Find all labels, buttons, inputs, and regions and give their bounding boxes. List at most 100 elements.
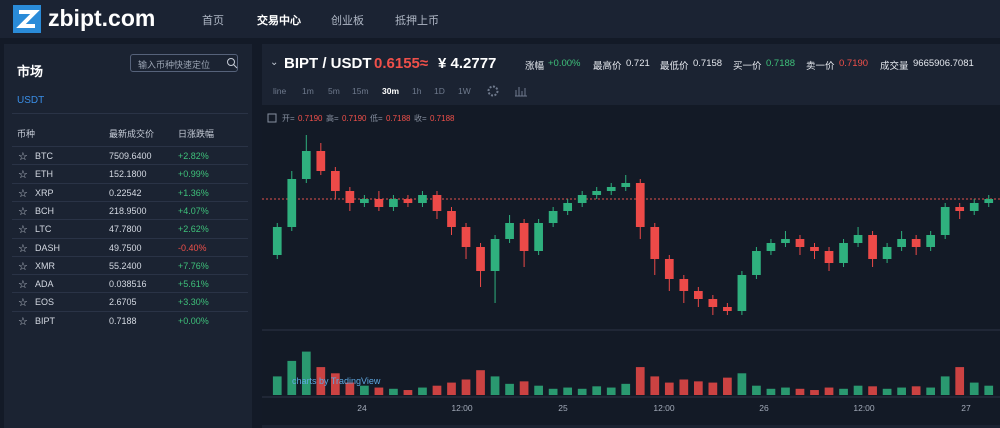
interval[interactable]: 1m <box>302 86 314 96</box>
volume-bar <box>882 388 892 395</box>
coin-name[interactable]: EOS <box>35 297 55 308</box>
coin-name[interactable]: XMR <box>35 260 55 271</box>
coin-price: 0.22542 <box>109 187 142 198</box>
column-header: 币种 <box>17 129 36 139</box>
interval[interactable]: 1h <box>412 86 422 96</box>
coin-name[interactable]: ADA <box>35 279 54 290</box>
volume-bar <box>374 387 384 395</box>
favorite-star[interactable]: ☆ <box>18 279 28 292</box>
volume-bar <box>752 385 761 395</box>
interval[interactable]: 1D <box>434 86 445 96</box>
row-divider <box>12 219 248 221</box>
volume-bar <box>635 367 645 395</box>
stat-value: 0.7190 <box>839 58 869 69</box>
favorite-star[interactable]: ☆ <box>18 187 28 200</box>
coin-name[interactable]: DASH <box>35 242 61 253</box>
favorite-star[interactable]: ☆ <box>18 205 28 218</box>
favorite-star[interactable]: ☆ <box>18 169 28 182</box>
candle-body <box>490 239 500 271</box>
time-label: 25 <box>558 403 568 413</box>
coin-name[interactable]: BCH <box>35 205 55 216</box>
candle-body <box>461 227 471 247</box>
interval[interactable]: 1W <box>458 86 471 96</box>
candle-body <box>374 199 384 207</box>
stat-label: 卖一价 <box>806 61 835 72</box>
market-panel <box>4 44 252 428</box>
volume-bar <box>563 387 573 395</box>
nav-item[interactable]: 创业板 <box>331 15 364 27</box>
favorite-star[interactable]: ☆ <box>18 260 28 273</box>
collapse-arrow[interactable]: ⌄ <box>270 57 279 68</box>
favorite-star[interactable]: ☆ <box>18 315 28 328</box>
candle-body <box>766 243 776 251</box>
coin-name[interactable]: LTC <box>35 224 52 235</box>
stat-value: 9665906.7081 <box>913 58 974 69</box>
row-divider <box>12 164 248 166</box>
favorite-star[interactable]: ☆ <box>18 242 28 255</box>
volume-bar <box>461 379 471 395</box>
favorite-star[interactable]: ☆ <box>18 224 28 237</box>
volume-bar <box>824 387 834 395</box>
coin-change: +3.30% <box>178 297 209 308</box>
market-tab[interactable]: USDT <box>17 95 45 106</box>
interval[interactable]: 15m <box>352 86 369 96</box>
legend-key: 收= <box>414 113 427 123</box>
volume-bar <box>432 385 442 395</box>
coin-name[interactable]: ETH <box>35 169 53 180</box>
candle-body <box>723 307 732 311</box>
volume-bar <box>403 390 413 395</box>
volume-bar <box>272 376 282 395</box>
interval[interactable]: line <box>273 86 287 96</box>
coin-name[interactable]: BIPT <box>35 315 56 326</box>
coin-name[interactable]: BTC <box>35 151 53 161</box>
logo[interactable]: zbipt.com <box>48 5 156 31</box>
interval[interactable]: 30m <box>382 86 400 96</box>
interval[interactable]: 5m <box>328 86 340 96</box>
time-label: 12:00 <box>451 403 473 413</box>
pair: BIPT / USDT <box>284 55 372 72</box>
volume-bar <box>795 388 805 395</box>
legend-key: 开= <box>282 114 295 123</box>
top-bar: zbipt.com 首页 交易中心 创业板 抵押上币 <box>0 0 1000 38</box>
candle-body <box>679 279 689 291</box>
volume-bar <box>330 373 340 395</box>
market-title: 市场 <box>17 64 44 79</box>
volume-bar <box>781 387 790 395</box>
volume-bar <box>926 387 936 395</box>
candle-body <box>592 191 602 195</box>
search-input[interactable]: 输入币种快速定位 <box>130 54 238 72</box>
candle-body <box>969 203 979 211</box>
candle-body <box>301 151 311 179</box>
search-icon[interactable] <box>226 57 238 69</box>
stat-label: 最低价 <box>660 61 689 72</box>
candle-body <box>868 235 877 259</box>
nav-item[interactable]: 抵押上币 <box>395 15 439 27</box>
coin-change: +0.00% <box>178 315 209 326</box>
toolbar-icons[interactable] <box>486 84 530 98</box>
nav-item[interactable]: 首页 <box>202 15 224 27</box>
candle-body <box>476 247 485 271</box>
coin-name[interactable]: XRP <box>35 187 54 198</box>
coin-price: 55.2400 <box>109 260 142 271</box>
stat-label: 最高价 <box>593 61 622 72</box>
candle-body <box>316 151 326 171</box>
nav-item[interactable]: 交易中心 <box>257 15 301 27</box>
volume-bar <box>868 386 877 395</box>
candle-body <box>781 239 790 243</box>
coin-change: +0.99% <box>178 169 209 180</box>
candle-body <box>737 275 747 311</box>
favorite-star[interactable]: ☆ <box>18 297 28 310</box>
coin-price: 47.7800 <box>109 224 142 235</box>
volume-bar <box>592 386 602 395</box>
favorite-star[interactable]: ☆ <box>18 151 28 163</box>
row-divider <box>12 200 248 202</box>
time-label: 12:00 <box>853 403 875 413</box>
candle-body <box>360 199 369 203</box>
legend-toggle[interactable] <box>267 113 277 123</box>
volume-bar <box>969 382 979 395</box>
candle-body <box>708 299 718 307</box>
stat-value: 0.7188 <box>766 58 796 69</box>
stat-value: +0.00% <box>548 58 581 69</box>
candle-body <box>534 223 543 251</box>
